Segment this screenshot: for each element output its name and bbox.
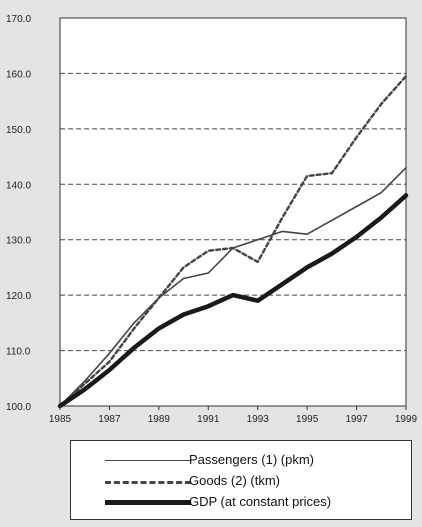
legend-label-goods: Goods (2) (tkm)	[189, 473, 281, 488]
legend-label-passengers: Passengers (1) (pkm)	[189, 452, 314, 467]
y-tick-label: 160.0	[6, 69, 31, 80]
legend-entry-gdp: GDP (at constant prices)	[71, 493, 411, 511]
plot-area	[59, 17, 407, 407]
legend-swatch-passengers	[105, 460, 191, 461]
y-tick-label: 130.0	[6, 236, 31, 247]
series-line-goods	[58, 74, 408, 408]
y-tick-label: 170.0	[6, 14, 31, 25]
legend-swatch-gdp	[105, 500, 191, 505]
x-tick-label: 1991	[197, 414, 220, 425]
legend-label-gdp: GDP (at constant prices)	[189, 494, 332, 509]
legend-entry-goods: Goods (2) (tkm)	[71, 472, 411, 490]
y-tick-label: 110.0	[6, 347, 31, 358]
x-tick-label: 1985	[49, 414, 72, 425]
y-tick-label: 140.0	[6, 180, 31, 191]
y-tick-label: 120.0	[6, 291, 31, 302]
legend-swatch-goods	[105, 481, 191, 484]
x-tick-label: 1987	[98, 414, 121, 425]
legend-entry-passengers: Passengers (1) (pkm)	[71, 451, 411, 469]
x-tick-label: 1995	[296, 414, 319, 425]
x-tick-label: 1993	[247, 414, 270, 425]
x-tick-label: 1999	[395, 414, 418, 425]
legend: Passengers (1) (pkm) Goods (2) (tkm) GDP…	[70, 440, 412, 520]
y-tick-label: 100.0	[6, 402, 31, 413]
x-tick-label: 1989	[148, 414, 171, 425]
series-layer	[57, 74, 409, 409]
y-tick-labels: 100.0 110.0 120.0 130.0 140.0 150.0 160.0 170.0	[6, 14, 31, 413]
y-tick-label: 150.0	[6, 125, 31, 136]
x-tick-labels: 1985 1987 1989 1991 1993 1995 1997 1999	[49, 406, 418, 425]
series-line-gdp	[57, 193, 409, 409]
x-tick-label: 1997	[345, 414, 368, 425]
